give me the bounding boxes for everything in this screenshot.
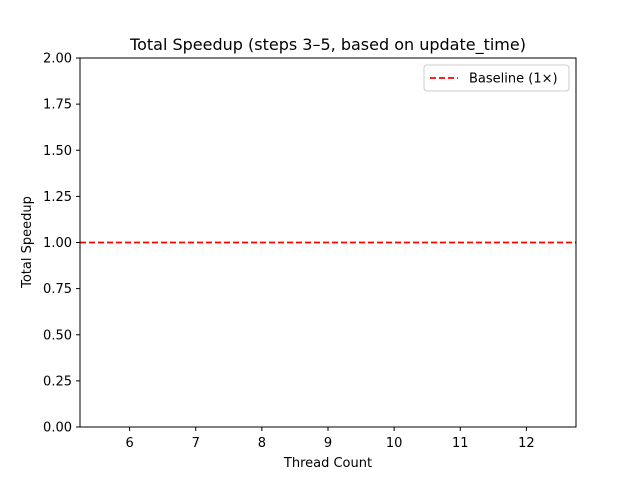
x-tick-label: 11 <box>452 436 469 451</box>
y-tick-label: 0.00 <box>43 421 72 436</box>
x-tick-label: 10 <box>386 436 403 451</box>
y-tick-label: 1.00 <box>43 236 72 251</box>
y-tick-label: 1.75 <box>43 98 72 113</box>
x-tick-label: 9 <box>324 436 332 451</box>
x-tick-label: 6 <box>125 436 133 451</box>
y-tick-label: 0.75 <box>43 282 72 297</box>
x-axis-label: Thread Count <box>283 456 372 471</box>
y-tick-label: 0.25 <box>43 374 72 389</box>
x-tick-label: 12 <box>518 436 535 451</box>
x-axis-ticks: 6 7 8 9 10 11 12 <box>125 427 535 451</box>
legend-label: Baseline (1×) <box>469 72 558 87</box>
x-tick-label: 8 <box>258 436 266 451</box>
y-tick-label: 2.00 <box>43 52 72 67</box>
plot-area <box>79 57 577 428</box>
y-tick-label: 0.50 <box>43 328 72 343</box>
legend-box <box>423 64 570 92</box>
y-axis-label: Total Speedup <box>20 196 35 289</box>
y-tick-label: 1.25 <box>43 190 72 205</box>
y-tick-label: 1.50 <box>43 144 72 159</box>
y-axis-ticks: 0.00 0.25 0.50 0.75 1.00 1.25 1.50 1.75 2.00 <box>43 52 80 436</box>
x-tick-label: 7 <box>192 436 200 451</box>
legend: Baseline (1×) <box>423 64 570 92</box>
chart-title: Total Speedup (steps 3–5, based on updat… <box>129 35 526 55</box>
